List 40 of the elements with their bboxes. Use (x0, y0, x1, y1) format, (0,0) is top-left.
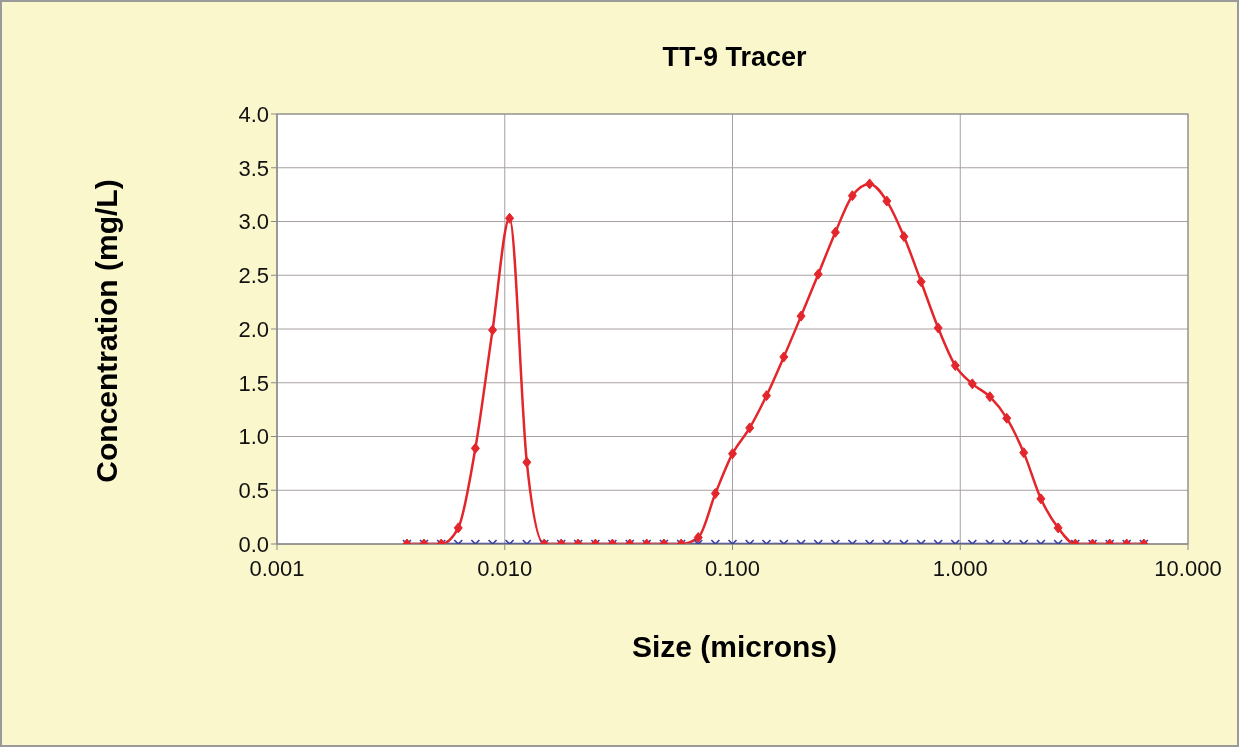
y-tick-label: 0.5 (238, 478, 269, 504)
x-tick-label: 10.000 (1154, 555, 1222, 581)
point (830, 226, 840, 238)
x-tick-label: 1.000 (932, 555, 988, 581)
point (967, 378, 977, 390)
point (1002, 412, 1012, 424)
y-axis-title: Concentration (mg/L) (90, 179, 124, 483)
y-tick-label: 0.0 (238, 531, 269, 557)
point (985, 391, 995, 403)
point (899, 231, 909, 243)
y-tick-label: 4.0 (238, 101, 269, 127)
chart-title: TT-9 Tracer (661, 42, 808, 73)
x-tick-label: 0.010 (477, 555, 533, 581)
point (882, 195, 892, 207)
point (505, 212, 515, 224)
y-tick-label: 3.0 (238, 209, 269, 235)
point (488, 324, 498, 336)
y-tick-label: 2.5 (238, 263, 269, 289)
point (865, 178, 875, 190)
point (847, 190, 857, 202)
y-tick-label: 2.0 (238, 316, 269, 342)
point (950, 360, 960, 372)
point (710, 487, 720, 499)
point (470, 442, 480, 454)
point (933, 322, 943, 334)
point (779, 351, 789, 363)
point (522, 456, 532, 468)
x-axis-title: Size (microns) (630, 630, 839, 664)
point (916, 276, 926, 288)
x-tick-label: 0.001 (249, 555, 305, 581)
point (813, 268, 823, 280)
y-tick-label: 1.0 (238, 424, 269, 450)
y-tick-label: 3.5 (238, 155, 269, 181)
y-tick-label: 1.5 (238, 370, 269, 396)
x-tick-label: 0.100 (704, 555, 761, 581)
point (796, 310, 806, 322)
point (728, 448, 737, 460)
point (745, 422, 755, 434)
point (1019, 447, 1029, 459)
point (761, 390, 771, 402)
